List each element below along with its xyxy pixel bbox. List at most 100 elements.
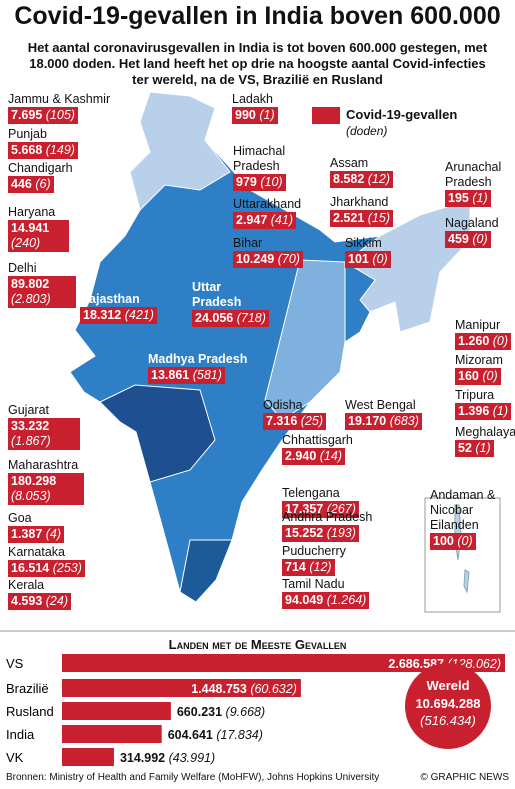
state-name: Puducherry	[282, 544, 346, 558]
state-label: Nagaland 459 (0)	[445, 216, 515, 248]
value-deaths: (9.668)	[226, 705, 266, 719]
state-name: Chhattisgarh	[282, 433, 353, 447]
state-deaths: (6)	[35, 177, 51, 191]
state-label: Telengana 17.357 (267)	[282, 486, 377, 518]
state-cases: 2.521	[333, 211, 365, 225]
state-name: Telengana	[282, 486, 340, 500]
state-deaths: (2.803)	[11, 292, 51, 306]
state-label: Madhya Pradesh 13.861 (581)	[148, 352, 248, 384]
andaman-region	[424, 497, 501, 613]
state-box: 2.940 (14)	[282, 448, 345, 465]
state-box: 19.170 (683)	[345, 413, 422, 430]
state-deaths: (0)	[372, 252, 388, 266]
state-label: Goa 1.387 (4)	[8, 511, 158, 543]
value-cases: 314.992	[120, 751, 165, 765]
state-cases: 16.514	[11, 561, 50, 575]
value-deaths: (43.991)	[169, 751, 216, 765]
state-box: 7.695 (105)	[8, 107, 78, 124]
value-cases: 660.231	[177, 705, 222, 719]
state-deaths: (240)	[11, 236, 41, 250]
north-region	[129, 91, 231, 211]
state-box: 195 (1)	[445, 190, 491, 207]
state-cases: 89.802	[11, 277, 50, 291]
world-label: Wereld	[426, 678, 469, 693]
value-label: 1.448.753 (60.632)	[191, 682, 297, 696]
state-cases: 14.941	[11, 221, 50, 235]
state-deaths: (25)	[300, 414, 323, 428]
state-label: Chhattisgarh 2.940 (14)	[282, 433, 372, 465]
state-name: Jharkhand	[330, 195, 389, 209]
chart-title: Landen met de Meeste Gevallen	[168, 637, 347, 652]
state-name: Tripura	[455, 388, 495, 402]
state-box: 18.312 (421)	[80, 307, 157, 324]
state-deaths: (0)	[457, 534, 473, 548]
state-label: West Bengal 19.170 (683)	[345, 398, 440, 430]
state-label: Sikkim 101 (0)	[345, 236, 435, 268]
world-deaths: (516.434)	[420, 713, 476, 728]
state-cases: 180.298	[11, 474, 57, 488]
state-deaths: (70)	[277, 252, 300, 266]
state-box: 94.049 (1.264)	[282, 592, 370, 609]
state-label: Ladakh 990 (1)	[232, 92, 322, 124]
state-label: Delhi 89.802 (2.803)	[8, 261, 158, 308]
state-deaths: (1)	[492, 404, 509, 418]
state-deaths: (0)	[482, 369, 498, 383]
state-name: Ladakh	[232, 92, 274, 106]
state-name: West Bengal	[345, 398, 416, 412]
state-name: Assam	[330, 156, 369, 170]
state-cases: 17.357	[285, 502, 324, 516]
state-box: 160 (0)	[455, 368, 501, 385]
state-cases: 459	[448, 232, 469, 246]
state-deaths: (1)	[475, 441, 491, 455]
state-name: Haryana	[8, 205, 56, 219]
bar	[62, 702, 171, 720]
state-cases: 990	[235, 108, 256, 122]
state-label: Mizoram 160 (0)	[455, 353, 515, 385]
state-deaths: (4)	[45, 527, 62, 541]
state-name: Arunachal Pradesh	[445, 160, 502, 189]
state-cases: 33.232	[11, 419, 50, 433]
country-label: Rusland	[6, 704, 54, 719]
state-cases: 5.668	[11, 143, 43, 157]
state-box: 8.582 (12)	[330, 171, 393, 188]
state-cases: 714	[285, 560, 306, 574]
value-label: 314.992 (43.991)	[120, 751, 215, 765]
state-label: Meghalaya 52 (1)	[455, 425, 515, 457]
state-name: Chandigarh	[8, 161, 73, 175]
state-name: Bihar	[233, 236, 263, 250]
state-cases: 24.056	[195, 311, 234, 325]
state-cases: 8.582	[333, 172, 365, 186]
state-label: Andaman & Nicobar Eilanden 100 (0)	[430, 488, 510, 550]
state-label: Karnataka 16.514 (253)	[8, 545, 158, 577]
state-cases: 94.049	[285, 593, 324, 607]
state-name: Kerala	[8, 578, 45, 592]
title: Covid-19-gevallen in India boven 600.000	[14, 2, 501, 30]
state-cases: 19.170	[348, 414, 387, 428]
state-deaths: (683)	[389, 414, 419, 428]
state-cases: 1.396	[458, 404, 490, 418]
state-box: 446 (6)	[8, 176, 54, 193]
value-cases: 604.641	[168, 728, 213, 742]
state-label: Haryana 14.941 (240)	[8, 205, 158, 252]
state-name: Andhra Pradesh	[282, 510, 373, 524]
state-deaths: (105)	[45, 108, 75, 122]
state-label: Tamil Nadu 94.049 (1.264)	[282, 577, 382, 609]
state-box: 13.861 (581)	[148, 367, 225, 384]
state-deaths: (149)	[45, 143, 75, 157]
state-box: 14.941 (240)	[8, 220, 69, 252]
state-box: 1.396 (1)	[455, 403, 512, 420]
state-deaths: (1.264)	[326, 593, 367, 607]
value-cases: 1.448.753	[191, 682, 247, 696]
state-cases: 15.252	[285, 526, 324, 540]
sources: Bronnen: Ministry of Health and Family W…	[6, 772, 380, 783]
state-deaths: (0)	[472, 232, 488, 246]
state-cases: 160	[458, 369, 479, 383]
state-box: 4.593 (24)	[8, 593, 71, 610]
state-box: 33.232 (1.867)	[8, 418, 80, 450]
value-label: 660.231 (9.668)	[177, 705, 265, 719]
state-name: Odisha	[263, 398, 303, 412]
state-label: Arunachal Pradesh 195 (1)	[445, 160, 515, 207]
state-deaths: (581)	[192, 368, 222, 382]
